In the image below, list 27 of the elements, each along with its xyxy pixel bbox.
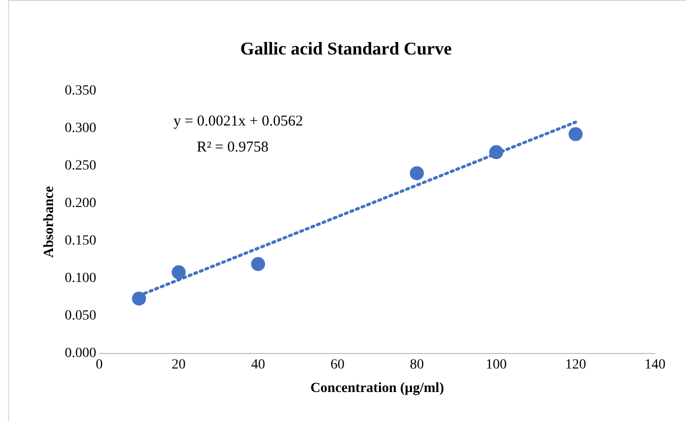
x-tick-label: 60 bbox=[330, 357, 344, 372]
point bbox=[172, 265, 186, 280]
y-tick-label: 0.300 bbox=[64, 120, 96, 136]
y-tick-label: 0.050 bbox=[64, 308, 96, 324]
y-tick-label: 0.100 bbox=[64, 270, 96, 286]
y-tick-label: 0.000 bbox=[64, 346, 96, 362]
annotation: R² = 0.9758 bbox=[196, 140, 269, 156]
y-tick-label: 0.250 bbox=[64, 158, 96, 174]
x-tick-label: 120 bbox=[565, 357, 586, 372]
x-tick-label: 0 bbox=[96, 357, 103, 372]
chart-title: Gallic acid Standard Curve bbox=[240, 38, 452, 58]
point bbox=[251, 257, 266, 272]
point bbox=[489, 145, 504, 160]
annotation: y = 0.0021x + 0.0562 bbox=[174, 114, 303, 130]
point bbox=[132, 292, 146, 306]
x-tick-label: 140 bbox=[644, 357, 666, 372]
point bbox=[410, 166, 424, 180]
y-tick-label: 0.350 bbox=[64, 83, 96, 98]
x-tick-label: 100 bbox=[486, 357, 507, 372]
x-tick-label: 40 bbox=[251, 357, 266, 372]
y-tick-label: 0.200 bbox=[64, 196, 96, 211]
y-tick-label: 0.150 bbox=[64, 233, 96, 248]
y-axis-title: Absorbance bbox=[42, 186, 58, 258]
point bbox=[568, 127, 583, 142]
x-axis-title: Concentration (µg/ml) bbox=[310, 381, 444, 396]
x-tick-label: 80 bbox=[410, 357, 424, 372]
x-tick-label: 20 bbox=[172, 357, 186, 372]
